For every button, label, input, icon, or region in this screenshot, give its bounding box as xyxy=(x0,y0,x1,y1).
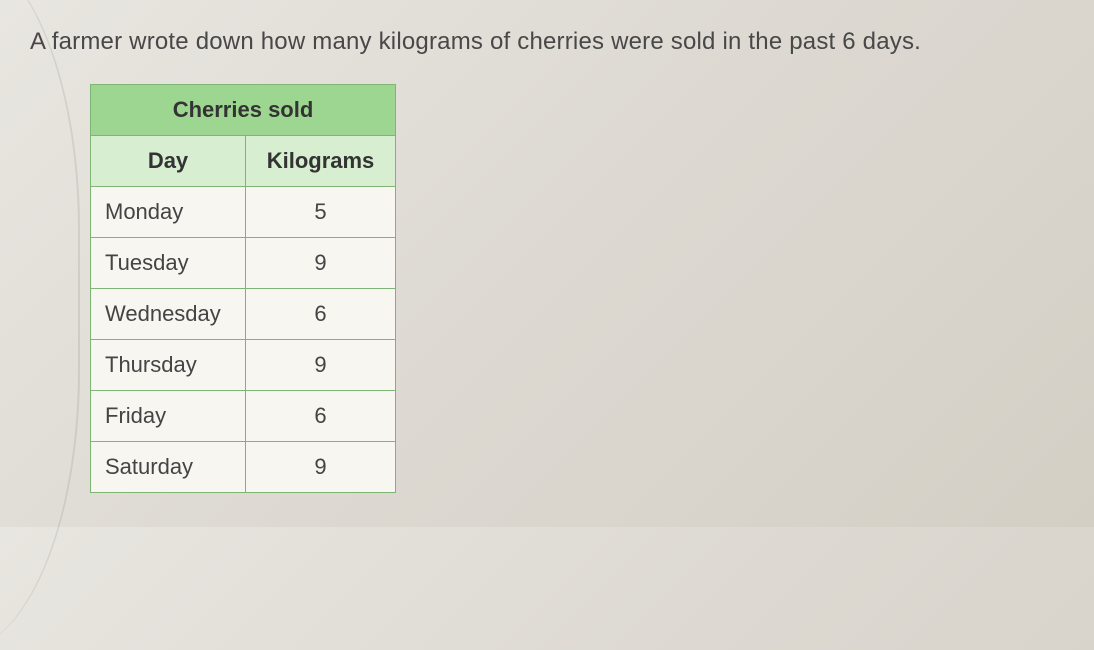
table-row: Monday 5 xyxy=(91,187,396,238)
cell-day: Tuesday xyxy=(91,238,246,289)
cherries-table: Cherries sold Day Kilograms Monday 5 Tue… xyxy=(90,84,396,493)
table-row: Saturday 9 xyxy=(91,442,396,493)
table-row: Wednesday 6 xyxy=(91,289,396,340)
cell-day: Wednesday xyxy=(91,289,246,340)
cell-day: Friday xyxy=(91,391,246,442)
table-header-row: Day Kilograms xyxy=(91,136,396,187)
table-row: Friday 6 xyxy=(91,391,396,442)
problem-prompt: A farmer wrote down how many kilograms o… xyxy=(30,28,1064,56)
column-header-kilograms: Kilograms xyxy=(246,136,396,187)
table-title: Cherries sold xyxy=(91,85,396,136)
cell-value: 5 xyxy=(246,187,396,238)
cell-value: 9 xyxy=(246,340,396,391)
content-area: A farmer wrote down how many kilograms o… xyxy=(0,0,1094,493)
cell-day: Saturday xyxy=(91,442,246,493)
cell-value: 9 xyxy=(246,238,396,289)
cell-value: 6 xyxy=(246,289,396,340)
column-header-day: Day xyxy=(91,136,246,187)
table-row: Thursday 9 xyxy=(91,340,396,391)
cell-day: Monday xyxy=(91,187,246,238)
cell-value: 9 xyxy=(246,442,396,493)
table-title-row: Cherries sold xyxy=(91,85,396,136)
cell-value: 6 xyxy=(246,391,396,442)
table-container: Cherries sold Day Kilograms Monday 5 Tue… xyxy=(90,84,1064,493)
table-row: Tuesday 9 xyxy=(91,238,396,289)
cell-day: Thursday xyxy=(91,340,246,391)
